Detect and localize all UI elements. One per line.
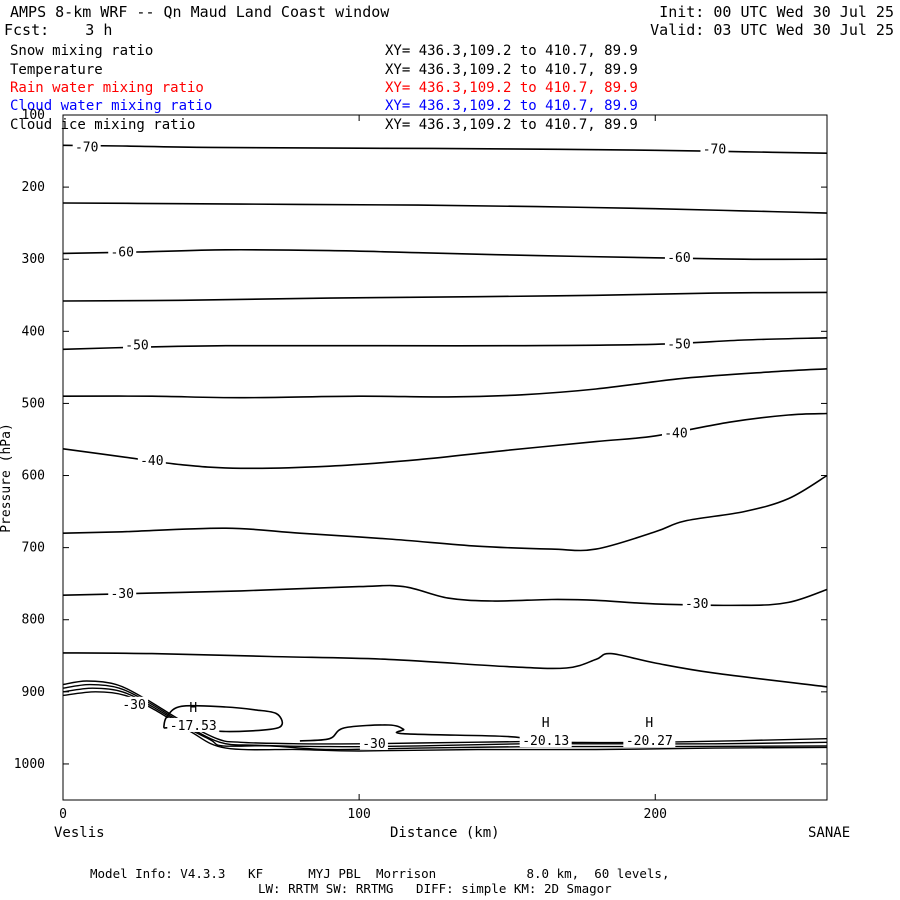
surface-contour [62,687,828,751]
y-axis-label: Pressure (hPa) [0,423,14,533]
contour-line [62,291,828,302]
contour-labels: -70 -70 -60 -60 -50 -50 -40 -40 -30 -30 -30 -30 [72,139,729,752]
field-xy: XY= 436.3,109.2 to 410.7, 89.9 [385,43,638,59]
forecast-hour: Fcst: 3 h [4,21,113,39]
field-name: Temperature [10,62,103,78]
chart-title: AMPS 8-km WRF -- Qn Maud Land Coast wind… [10,3,390,21]
field-xy: XY= 436.3,109.2 to 410.7, 89.9 [385,62,638,78]
x-tick-label: 0 [59,807,67,822]
field-xy: XY= 436.3,109.2 to 410.7, 89.9 [385,80,638,96]
x-tick-label: 100 [347,807,370,822]
label-backdrop [661,425,690,440]
init-time: Init: 00 UTC Wed 30 Jul 25 [659,3,894,21]
label-backdrop [700,141,729,156]
contour-label: -30 [122,698,145,713]
high-mark: H [645,716,653,731]
contour-label: -30 [110,587,133,602]
contour-line [62,474,828,552]
label-backdrop [664,249,693,264]
y-tick-label: 300 [22,252,45,267]
high-value: -20.27 [626,734,673,749]
label-backdrop [137,453,166,468]
surface-contour [62,683,828,748]
y-tick-label: 200 [22,180,45,195]
surface-contour [62,691,828,752]
label-backdrop [519,733,572,748]
contour-line [62,248,828,261]
physics-info: LW: RRTM SW: RRTMG DIFF: simple KM: 2D S… [258,881,612,896]
label-backdrop [108,585,137,600]
label-backdrop [167,717,220,732]
y-tick-label: 800 [22,613,45,628]
label-backdrop [72,139,101,154]
contour-label: -50 [667,337,690,352]
contour-line [62,652,828,688]
y-tick-label: 500 [22,396,45,411]
contour-label: -40 [140,454,163,469]
x-right-endpoint: SANAE [808,825,851,841]
high-value: -20.13 [522,734,569,749]
closed-contour [299,724,537,742]
label-backdrop [623,733,676,748]
high-mark: H [542,716,550,731]
high-value: -17.53 [170,719,217,734]
field-name: Snow mixing ratio [10,43,154,59]
high-mark: H [189,701,197,716]
contour-line [62,584,828,607]
field-name: Cloud water mixing ratio [10,98,213,114]
field-xy: XY= 436.3,109.2 to 410.7, 89.9 [385,98,638,114]
contour-label: -60 [667,251,690,266]
contour-line [62,368,828,399]
contour-label: -30 [362,737,385,752]
contour-line [62,202,828,214]
valid-time: Valid: 03 UTC Wed 30 Jul 25 [650,21,894,39]
y-tick-label: 600 [22,469,45,484]
surface-features [62,680,828,752]
y-tick-label: 900 [22,685,45,700]
y-tick-label: 400 [22,324,45,339]
x-axis-label: Distance (km) [390,825,500,841]
label-backdrop [120,696,149,711]
label-backdrop [664,336,693,351]
field-name: Cloud ice mixing ratio [10,117,196,133]
contour-label: -70 [75,140,98,155]
y-tick-label: 100 [22,108,45,123]
plot-axes: 100 200 300 400 500 600 700 800 900 1000 0 100 200 [14,108,828,822]
y-tick-label: 700 [22,541,45,556]
plot-frame [62,114,828,801]
surface-contour [62,680,828,745]
temperature-contours [62,144,828,688]
x-tick-label: 200 [644,807,667,822]
contour-label: -70 [703,143,726,158]
label-backdrop [108,244,137,259]
label-backdrop [359,735,388,750]
model-info: Model Info: V4.3.3 KF MYJ PBL Morrison 8… [90,866,670,881]
contour-line [62,337,828,351]
high-markers: H -17.53 H -20.13 H -20.27 [167,701,676,749]
contour-label: -30 [685,597,708,612]
y-tick-label: 1000 [14,757,45,772]
label-backdrop [123,337,152,352]
x-left-endpoint: Veslis [54,825,105,841]
contour-label: -40 [664,427,687,442]
field-xy: XY= 436.3,109.2 to 410.7, 89.9 [385,117,638,133]
label-backdrop [682,595,711,610]
contour-label: -50 [125,339,148,354]
field-name: Rain water mixing ratio [10,80,204,96]
contour-label: -60 [110,246,133,261]
contour-line [62,412,828,470]
